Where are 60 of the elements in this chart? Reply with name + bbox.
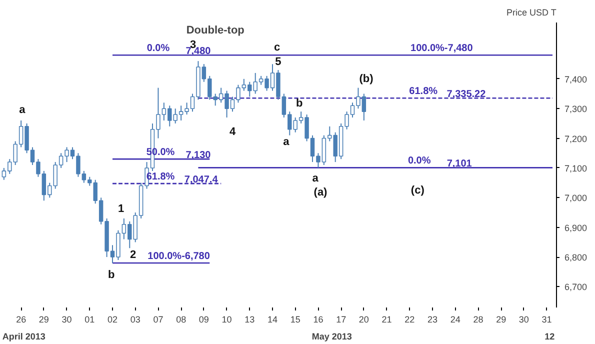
x-tick-label: 31 [542,314,552,324]
annotation: 7,480 [186,46,212,58]
y-tick-label: 7,000 [564,193,588,204]
annotation: 7,335.22 [446,89,486,100]
annotation: 7,101 [446,158,472,170]
annotation: (b) [359,72,374,85]
annotation: 5 [275,56,282,68]
y-tick-label: 7,400 [564,74,588,84]
x-tick-label: 09 [198,314,209,324]
x-tick-label: 29 [38,314,49,324]
annotation: a [312,172,320,184]
x-tick-label: 08 [176,314,186,324]
y-tick-label: 6,700 [564,282,588,292]
annotation: (c) [410,184,425,197]
annotation: 4 [229,126,236,138]
x-tick-label: 22 [404,314,415,324]
annotation: 7,130 [186,150,212,162]
x-tick-label: 13 [244,314,255,324]
x-tick-label: 01 [84,314,95,324]
annotation: b [108,268,115,281]
annotation: c [274,41,280,54]
x-tick-label: 14 [267,314,278,324]
x-tick-label: 23 [427,314,438,324]
annotation: 2 [130,249,136,262]
text: April 2013 [2,332,46,342]
annotation: 100.0%-7,480 [410,43,474,54]
text: May 2013 [312,332,352,342]
annotation: 0.0% [146,43,170,54]
x-tick-label: 17 [336,314,346,324]
x-tick-label: 29 [496,314,506,324]
annotation: (a) [314,186,328,198]
x-tick-label: 10 [222,314,232,324]
x-tick-label: 03 [130,314,140,324]
annotation: b [296,98,303,110]
y-tick-label: 6,800 [564,252,588,263]
annotation: 0.0% [408,156,431,167]
x-tick-label: 15 [290,314,300,324]
annotation: a [19,104,26,116]
annotation: 1 [118,203,124,216]
y-tick-label: 7,100 [564,163,588,174]
annotation: 7,047.4 [184,174,218,186]
y-tick-label: 7,200 [564,134,588,144]
x-tick-label: 26 [16,314,26,324]
x-tick-label: 30 [518,314,529,324]
x-tick-label: 07 [153,314,164,324]
x-tick-label: 02 [107,314,118,324]
y-axis-title: Price USD T [506,8,557,18]
x-tick-label: 30 [62,314,72,324]
annotation: a [283,136,290,148]
y-tick-label: 6,900 [564,222,588,233]
chart-title: Double-top [186,24,245,36]
annotation: 100.0%-6,780 [148,250,210,262]
x-tick-label: 21 [382,314,392,324]
x-tick-label: 24 [450,314,460,324]
x-tick-label: 28 [473,314,484,324]
annotation: 61.8% [409,86,438,98]
x-tick-label: 20 [358,314,369,324]
text: 12 [544,332,555,342]
x-tick-label: 16 [313,314,324,324]
y-tick-label: 7,300 [564,104,588,114]
